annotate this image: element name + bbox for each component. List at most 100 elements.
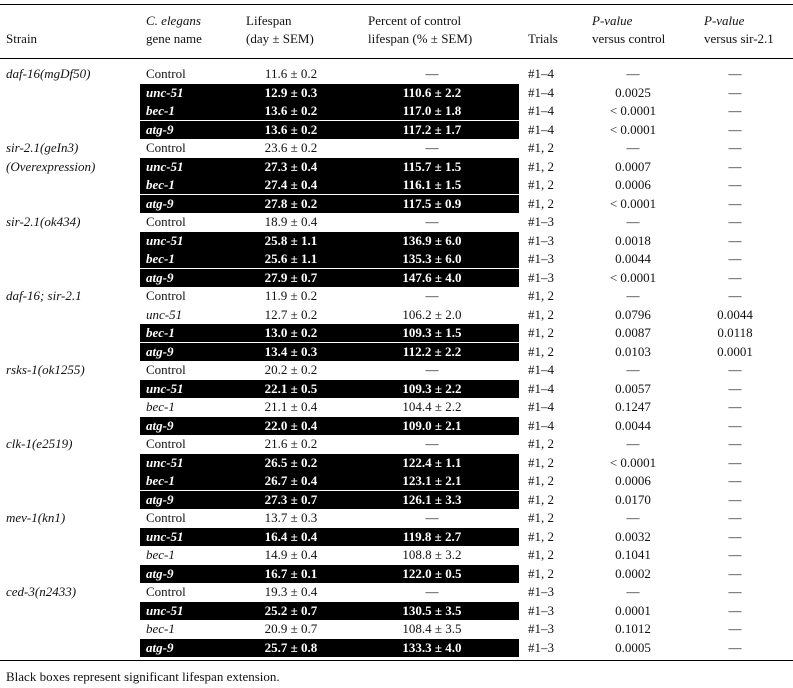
header-lifespan-line1: Lifespan xyxy=(246,13,292,28)
cell-gene: unc-51 xyxy=(146,306,183,322)
cell-pvalue-sir: — xyxy=(728,602,742,618)
cell-percent-control: — xyxy=(425,288,439,303)
cell-gene: atg-9 xyxy=(146,121,174,137)
cell-trials: #1, 2 xyxy=(528,565,554,581)
cell-gene: atg-9 xyxy=(146,417,174,433)
table-row: sir-2.1(geIn3) Control 23.6 ± 0.2 — #1, 2 — — xyxy=(0,139,793,157)
cell-gene: Control xyxy=(146,140,186,155)
cell-pvalue-control: 0.0103 xyxy=(615,343,651,359)
cell-pvalue-sir: — xyxy=(728,177,742,192)
table-row: daf-16; sir-2.1 Control 11.9 ± 0.2 — #1, 2 — — xyxy=(0,287,793,305)
significance-box xyxy=(140,527,519,546)
cell-lifespan: 19.3 ± 0.4 xyxy=(264,584,318,599)
table-row: atg-9 22.0 ± 0.4 109.0 ± 2.1 #1–4 0.0044 — xyxy=(0,416,793,435)
cell-pvalue-sir: — xyxy=(728,251,742,266)
significance-box xyxy=(140,268,519,287)
cell-gene: bec-1 xyxy=(146,251,175,266)
cell-percent-control: 119.8 ± 2.7 xyxy=(402,528,462,544)
cell-percent-control: — xyxy=(425,66,439,81)
cell-strain: mev-1(kn1) xyxy=(6,510,66,525)
cell-pvalue-sir: — xyxy=(728,547,742,562)
cell-percent-control: — xyxy=(425,510,439,525)
table-row: bec-1 20.9 ± 0.7 108.4 ± 3.5 #1–3 0.1012 — xyxy=(0,620,793,638)
cell-strain: daf-16; sir-2.1 xyxy=(6,288,82,303)
significance-box xyxy=(140,490,519,509)
significance-box xyxy=(140,342,519,361)
cell-gene: unc-51 xyxy=(146,158,184,174)
cell-pvalue-control: — xyxy=(626,288,640,303)
cell-pvalue-control: 0.0057 xyxy=(615,380,651,396)
cell-pvalue-control: < 0.0001 xyxy=(609,121,657,137)
cell-lifespan: 22.1 ± 0.5 xyxy=(264,380,318,396)
cell-trials: #1, 2 xyxy=(528,177,554,192)
cell-gene: Control xyxy=(146,288,186,303)
significance-box xyxy=(140,231,519,250)
cell-percent-control: 108.8 ± 3.2 xyxy=(402,547,462,562)
header-trials: Trials xyxy=(528,31,558,46)
table-row: (Overexpression) unc-51 27.3 ± 0.4 115.7 ± … xyxy=(0,157,793,176)
cell-trials: #1, 2 xyxy=(528,454,554,470)
cell-trials: #1–3 xyxy=(528,602,554,618)
cell-pvalue-control: 0.0018 xyxy=(615,232,651,248)
cell-lifespan: 25.7 ± 0.8 xyxy=(264,639,318,655)
cell-percent-control: 109.3 ± 2.2 xyxy=(402,380,462,396)
cell-pvalue-sir: — xyxy=(728,473,742,488)
cell-pvalue-control: — xyxy=(626,214,640,229)
cell-pvalue-control: 0.0006 xyxy=(615,473,651,488)
cell-pvalue-sir: — xyxy=(728,510,742,525)
cell-percent-control: 126.1 ± 3.3 xyxy=(402,491,462,507)
cell-strain: clk-1(e2519) xyxy=(6,436,73,451)
cell-pvalue-control: 0.1247 xyxy=(615,399,651,414)
cell-percent-control: 110.6 ± 2.2 xyxy=(402,84,462,100)
cell-pvalue-sir: — xyxy=(728,454,742,470)
significance-box xyxy=(140,83,519,102)
cell-pvalue-sir: — xyxy=(728,565,742,581)
cell-percent-control: 117.2 ± 1.7 xyxy=(402,121,462,137)
table-row: ced-3(n2433) Control 19.3 ± 0.4 — #1–3 — — xyxy=(0,583,793,601)
cell-trials: #1, 2 xyxy=(528,158,554,174)
cell-gene: unc-51 xyxy=(146,602,184,618)
cell-percent-control: 135.3 ± 6.0 xyxy=(402,251,462,266)
cell-percent-control: — xyxy=(425,436,439,451)
cell-trials: #1–3 xyxy=(528,214,554,229)
cell-trials: #1–3 xyxy=(528,621,554,636)
table-row: daf-16(mgDf50) Control 11.6 ± 0.2 — #1–4 — — xyxy=(0,65,793,83)
cell-gene: bec-1 xyxy=(146,177,175,192)
cell-percent-control: 147.6 ± 4.0 xyxy=(402,269,462,285)
cell-strain: ced-3(n2433) xyxy=(6,584,77,599)
cell-pvalue-control: — xyxy=(626,362,640,377)
header-gene-line2: gene name xyxy=(146,31,202,46)
cell-trials: #1, 2 xyxy=(528,325,554,340)
cell-trials: #1–3 xyxy=(528,639,554,655)
cell-pvalue-sir: — xyxy=(728,417,742,433)
cell-lifespan: 27.3 ± 0.7 xyxy=(264,491,318,507)
header-rule xyxy=(0,58,793,59)
cell-percent-control: 109.0 ± 2.1 xyxy=(402,417,462,433)
cell-lifespan: 18.9 ± 0.4 xyxy=(264,214,318,229)
cell-percent-control: 106.2 ± 2.0 xyxy=(402,306,462,322)
significance-box xyxy=(140,250,519,268)
cell-pvalue-sir: — xyxy=(728,288,742,303)
cell-pvalue-control: 0.0001 xyxy=(615,602,651,618)
footnote: Black boxes represent significant lifesp… xyxy=(6,669,280,684)
cell-gene: unc-51 xyxy=(146,380,184,396)
table-row: mev-1(kn1) Control 13.7 ± 0.3 — #1, 2 — — xyxy=(0,509,793,527)
cell-pvalue-sir: — xyxy=(728,269,742,285)
cell-lifespan: 20.9 ± 0.7 xyxy=(264,621,318,636)
cell-pvalue-control: 0.0005 xyxy=(615,639,651,655)
table-row: atg-9 16.7 ± 0.1 122.0 ± 0.5 #1, 2 0.0002 — xyxy=(0,564,793,583)
significance-box xyxy=(140,564,519,583)
cell-trials: #1–3 xyxy=(528,232,554,248)
cell-trials: #1, 2 xyxy=(528,436,554,451)
cell-gene: Control xyxy=(146,214,186,229)
table-row: unc-51 26.5 ± 0.2 122.4 ± 1.1 #1, 2 < 0.0001… xyxy=(0,453,793,472)
cell-pvalue-control: 0.0002 xyxy=(615,565,651,581)
cell-percent-control: 108.4 ± 3.5 xyxy=(402,621,462,636)
cell-pvalue-control: 0.0087 xyxy=(615,325,651,340)
cell-gene: atg-9 xyxy=(146,195,174,211)
cell-trials: #1, 2 xyxy=(528,195,554,211)
cell-gene: atg-9 xyxy=(146,491,174,507)
cell-pvalue-sir: — xyxy=(728,66,742,81)
cell-trials: #1–3 xyxy=(528,251,554,266)
cell-pvalue-control: — xyxy=(626,510,640,525)
